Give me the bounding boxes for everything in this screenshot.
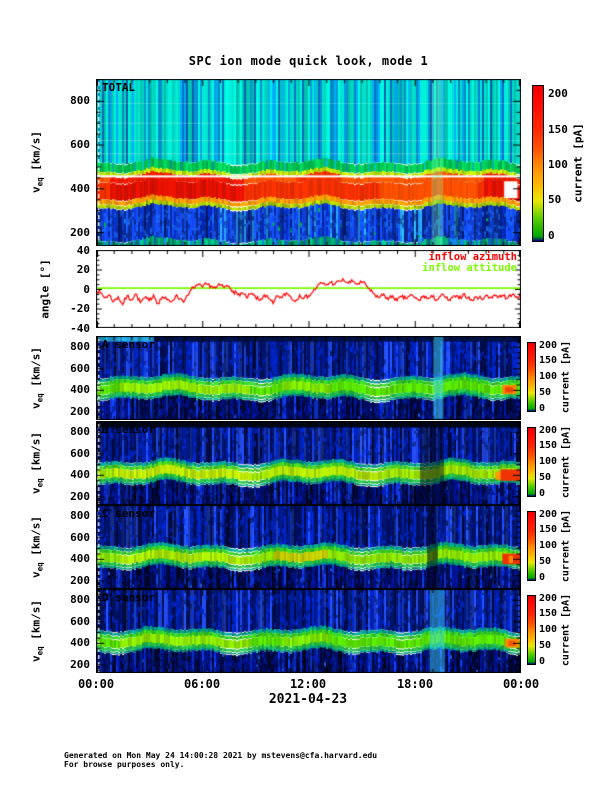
colorbar-tick-label: 200 bbox=[548, 87, 568, 101]
y-tick-label: 800 bbox=[70, 340, 90, 354]
sensor-d-colorbar-label: current [pA] bbox=[560, 593, 572, 667]
colorbar-gradient bbox=[533, 86, 543, 241]
y-tick-label: 40 bbox=[76, 243, 90, 257]
y-tick-label: -20 bbox=[70, 302, 90, 315]
x-tick-label: 12:00 bbox=[289, 677, 327, 691]
y-tick-label: 600 bbox=[70, 530, 90, 544]
y-tick-label: 400 bbox=[70, 383, 90, 397]
colorbar-tick-label: 150 bbox=[539, 524, 558, 536]
sensor-c-y-axis-label: veq [km/s] bbox=[29, 515, 45, 579]
x-tick-label: 18:00 bbox=[396, 677, 434, 691]
footer-generated-line: Generated on Mon May 24 14:00:28 2021 by… bbox=[64, 751, 378, 760]
colorbar-gradient bbox=[528, 343, 535, 411]
total-panel-label: TOTAL bbox=[102, 81, 136, 94]
legend-inflow-attitude: inflow attitude bbox=[422, 262, 517, 274]
y-tick-label: 800 bbox=[70, 94, 90, 108]
colorbar-tick-label: 100 bbox=[548, 158, 568, 172]
colorbar-tick-label: 50 bbox=[539, 555, 552, 567]
colorbar-tick-label: 200 bbox=[539, 339, 558, 351]
colorbar-tick-label: 0 bbox=[539, 655, 546, 667]
sensor-c-spectrogram-canvas bbox=[96, 505, 521, 589]
total-spectrogram-canvas bbox=[96, 79, 521, 246]
y-tick-label: 800 bbox=[70, 593, 90, 607]
y-tick-label: 200 bbox=[70, 489, 90, 503]
colorbar-tick-label: 100 bbox=[539, 624, 558, 636]
colorbar-gradient bbox=[528, 512, 535, 580]
y-tick-label: 200 bbox=[70, 573, 90, 587]
sensor-a-colorbar bbox=[527, 342, 536, 412]
colorbar-tick-label: 0 bbox=[539, 487, 546, 499]
sensor-c-colorbar-label: current [pA] bbox=[560, 509, 572, 583]
colorbar-tick-label: 150 bbox=[539, 355, 558, 367]
x-tick-label: 00:00 bbox=[77, 677, 115, 691]
legend-inflow-azimuth: inflow azimuth bbox=[428, 251, 517, 263]
sensor-d-panel-label: D sensor bbox=[102, 591, 155, 604]
y-tick-label: 600 bbox=[70, 614, 90, 628]
y-tick-label: 600 bbox=[70, 361, 90, 375]
y-tick-label: 400 bbox=[70, 181, 90, 195]
y-tick-label: 0 bbox=[83, 282, 90, 296]
colorbar-tick-label: 150 bbox=[539, 608, 558, 620]
colorbar-tick-label: 150 bbox=[539, 440, 558, 452]
sensor-b-spectrogram-canvas bbox=[96, 421, 521, 505]
sensor-d-y-axis-label: veq [km/s] bbox=[29, 599, 45, 663]
sensor-d-spectrogram-canvas bbox=[96, 589, 521, 673]
sensor-c-colorbar bbox=[527, 511, 536, 581]
colorbar-tick-label: 100 bbox=[539, 540, 558, 552]
y-tick-label: 800 bbox=[70, 509, 90, 523]
colorbar-tick-label: 200 bbox=[539, 592, 558, 604]
sensor-b-colorbar bbox=[527, 427, 536, 497]
y-tick-label: -40 bbox=[70, 321, 90, 335]
sensor-c-panel-label: C sensor bbox=[102, 507, 155, 520]
colorbar-tick-label: 200 bbox=[539, 508, 558, 520]
total-colorbar bbox=[532, 85, 544, 242]
colorbar-tick-label: 100 bbox=[539, 371, 558, 383]
sensor-b-colorbar-label: current [pA] bbox=[560, 425, 572, 499]
sensor-b-panel-label: B sensor bbox=[102, 423, 155, 436]
colorbar-gradient bbox=[528, 596, 535, 664]
footer-browse-line: For browse purposes only. bbox=[64, 760, 185, 769]
colorbar-tick-label: 100 bbox=[539, 456, 558, 468]
sensor-a-spectrogram-canvas bbox=[96, 336, 521, 420]
y-tick-label: 200 bbox=[70, 404, 90, 418]
colorbar-tick-label: 50 bbox=[539, 386, 552, 398]
colorbar-tick-label: 50 bbox=[548, 193, 562, 207]
y-tick-label: 20 bbox=[76, 263, 90, 276]
sensor-a-y-axis-label: veq [km/s] bbox=[29, 346, 45, 410]
page-title: SPC ion mode quick look, mode 1 bbox=[188, 54, 429, 68]
y-tick-label: 800 bbox=[70, 425, 90, 439]
y-tick-label: 400 bbox=[70, 468, 90, 482]
sensor-d-colorbar bbox=[527, 595, 536, 665]
x-tick-label: 06:00 bbox=[183, 677, 221, 691]
colorbar-tick-label: 50 bbox=[539, 639, 552, 651]
x-tick-label: 00:00 bbox=[502, 677, 540, 691]
total-colorbar-label: current [pA] bbox=[571, 123, 585, 203]
y-tick-label: 400 bbox=[70, 552, 90, 566]
y-tick-label: 600 bbox=[70, 446, 90, 460]
colorbar-tick-label: 0 bbox=[548, 228, 555, 242]
inflow-angle-plot-canvas bbox=[96, 250, 521, 328]
date-label: 2021-04-23 bbox=[268, 692, 348, 707]
sensor-a-colorbar-label: current [pA] bbox=[560, 340, 572, 414]
colorbar-tick-label: 200 bbox=[539, 424, 558, 436]
y-tick-label: 200 bbox=[70, 225, 90, 239]
colorbar-tick-label: 0 bbox=[539, 571, 546, 583]
colorbar-tick-label: 150 bbox=[548, 122, 568, 136]
y-tick-label: 200 bbox=[70, 657, 90, 671]
colorbar-tick-label: 50 bbox=[539, 471, 552, 483]
sensor-a-panel-label: A sensor bbox=[102, 338, 155, 351]
total-y-axis-label: veq [km/s] bbox=[29, 130, 45, 194]
y-tick-label: 400 bbox=[70, 636, 90, 650]
y-tick-label: 600 bbox=[70, 138, 90, 152]
sensor-b-y-axis-label: veq [km/s] bbox=[29, 431, 45, 495]
colorbar-gradient bbox=[528, 428, 535, 496]
colorbar-tick-label: 0 bbox=[539, 402, 546, 414]
